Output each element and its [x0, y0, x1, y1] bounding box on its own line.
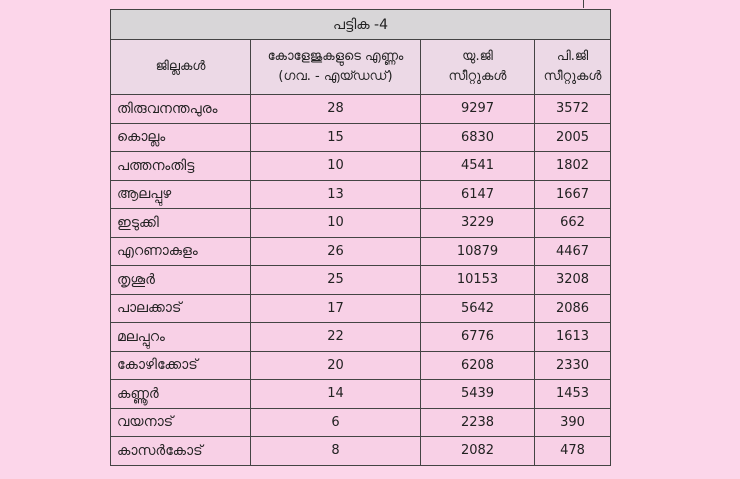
table-row: ആലപ്പുഴ 13 6147 1667 [110, 179, 612, 209]
ug-seats-cell: 3229 [420, 208, 535, 238]
ug-seats-cell: 6208 [420, 350, 535, 380]
district-cell: തൃശൂർ [110, 265, 251, 295]
header-line1: ജില്ലകൾ [155, 59, 206, 74]
ug-seats-cell: 6147 [420, 179, 535, 209]
ug-seats-cell: 10153 [420, 265, 535, 295]
table-title-row: പട്ടിക -4 [109, 9, 612, 40]
table-row: വയനാട് 6 2238 390 [110, 407, 612, 437]
colleges-cell: 17 [250, 293, 421, 323]
colleges-cell: 6 [250, 407, 421, 437]
header-line1: കോളേജുകളുടെ എണ്ണം [267, 49, 404, 64]
pg-seats-cell: 478 [533, 436, 612, 466]
district-cell: കൊല്ലം [110, 122, 251, 152]
table-row: മലപ്പുറം 22 6776 1613 [110, 322, 612, 352]
header-pg-seats: പി.ജി സീറ്റുകൾ [533, 39, 612, 95]
table-row: പാലക്കാട് 17 5642 2086 [110, 293, 612, 323]
colleges-cell: 25 [250, 265, 421, 295]
colleges-cell: 8 [250, 436, 421, 466]
colleges-cell: 26 [250, 236, 421, 266]
ug-seats-cell: 10879 [420, 236, 535, 266]
pg-seats-cell: 1613 [533, 322, 612, 352]
header-ug-seats: യു.ജി സീറ്റുകൾ [420, 39, 535, 95]
pg-seats-cell: 390 [533, 407, 612, 437]
district-cell: പത്തനംതിട്ട [110, 151, 251, 181]
district-cell: കാസർകോട് [110, 436, 251, 466]
header-line2: സീറ്റുകൾ [448, 69, 507, 84]
district-cell: എറണാകുളം [110, 236, 251, 266]
pg-seats-cell: 1667 [533, 179, 612, 209]
page-edge-mark [583, 0, 584, 8]
colleges-cell: 22 [250, 322, 421, 352]
colleges-cell: 14 [250, 379, 421, 409]
ug-seats-cell: 9297 [420, 94, 535, 124]
pg-seats-cell: 2330 [533, 350, 612, 380]
district-cell: ഇടുക്കി [110, 208, 251, 238]
ug-seats-cell: 4541 [420, 151, 535, 181]
table-row: കൊല്ലം 15 6830 2005 [110, 122, 612, 152]
colleges-cell: 10 [250, 208, 421, 238]
ug-seats-cell: 6776 [420, 322, 535, 352]
colleges-cell: 28 [250, 94, 421, 124]
table-header-row: ജില്ലകൾ കോളേജുകളുടെ എണ്ണം (ഗവ. - എയ്ഡഡ്) … [110, 39, 612, 95]
table-row: കാസർകോട് 8 2082 478 [110, 436, 612, 466]
colleges-cell: 20 [250, 350, 421, 380]
district-cell: ആലപ്പുഴ [110, 179, 251, 209]
district-cell: പാലക്കാട് [110, 293, 251, 323]
ug-seats-cell: 5642 [420, 293, 535, 323]
table-row: തിരുവനന്തപുരം 28 9297 3572 [110, 94, 612, 124]
ug-seats-cell: 6830 [420, 122, 535, 152]
header-district: ജില്ലകൾ [110, 39, 251, 95]
district-cell: മലപ്പുറം [110, 322, 251, 352]
table-title: പട്ടിക -4 [109, 9, 612, 40]
table-row: ഇടുക്കി 10 3229 662 [110, 208, 612, 238]
district-cell: വയനാട് [110, 407, 251, 437]
table-row: പത്തനംതിട്ട 10 4541 1802 [110, 151, 612, 181]
header-line1: യു.ജി [462, 49, 493, 64]
table-row: കോഴിക്കോട് 20 6208 2330 [110, 350, 612, 380]
pg-seats-cell: 1453 [533, 379, 612, 409]
table-row: കണ്ണൂർ 14 5439 1453 [110, 379, 612, 409]
header-line1: പി.ജി [556, 49, 589, 64]
district-cell: കോഴിക്കോട് [110, 350, 251, 380]
header-line2: സീറ്റുകൾ [543, 69, 602, 84]
table-row: തൃശൂർ 25 10153 3208 [110, 265, 612, 295]
district-cell: തിരുവനന്തപുരം [110, 94, 251, 124]
ug-seats-cell: 2238 [420, 407, 535, 437]
pg-seats-cell: 4467 [533, 236, 612, 266]
header-colleges: കോളേജുകളുടെ എണ്ണം (ഗവ. - എയ്ഡഡ്) [250, 39, 421, 95]
colleges-cell: 10 [250, 151, 421, 181]
colleges-cell: 13 [250, 179, 421, 209]
pg-seats-cell: 2086 [533, 293, 612, 323]
ug-seats-cell: 2082 [420, 436, 535, 466]
header-line2: (ഗവ. - എയ്ഡഡ്) [278, 69, 393, 84]
pg-seats-cell: 3572 [533, 94, 612, 124]
pg-seats-cell: 662 [533, 208, 612, 238]
ug-seats-cell: 5439 [420, 379, 535, 409]
pg-seats-cell: 1802 [533, 151, 612, 181]
district-cell: കണ്ണൂർ [110, 379, 251, 409]
colleges-cell: 15 [250, 122, 421, 152]
pg-seats-cell: 2005 [533, 122, 612, 152]
table-row: എറണാകുളം 26 10879 4467 [110, 236, 612, 266]
district-colleges-table: പട്ടിക -4 ജില്ലകൾ കോളേജുകളുടെ എണ്ണം (ഗവ. … [109, 9, 612, 466]
pg-seats-cell: 3208 [533, 265, 612, 295]
